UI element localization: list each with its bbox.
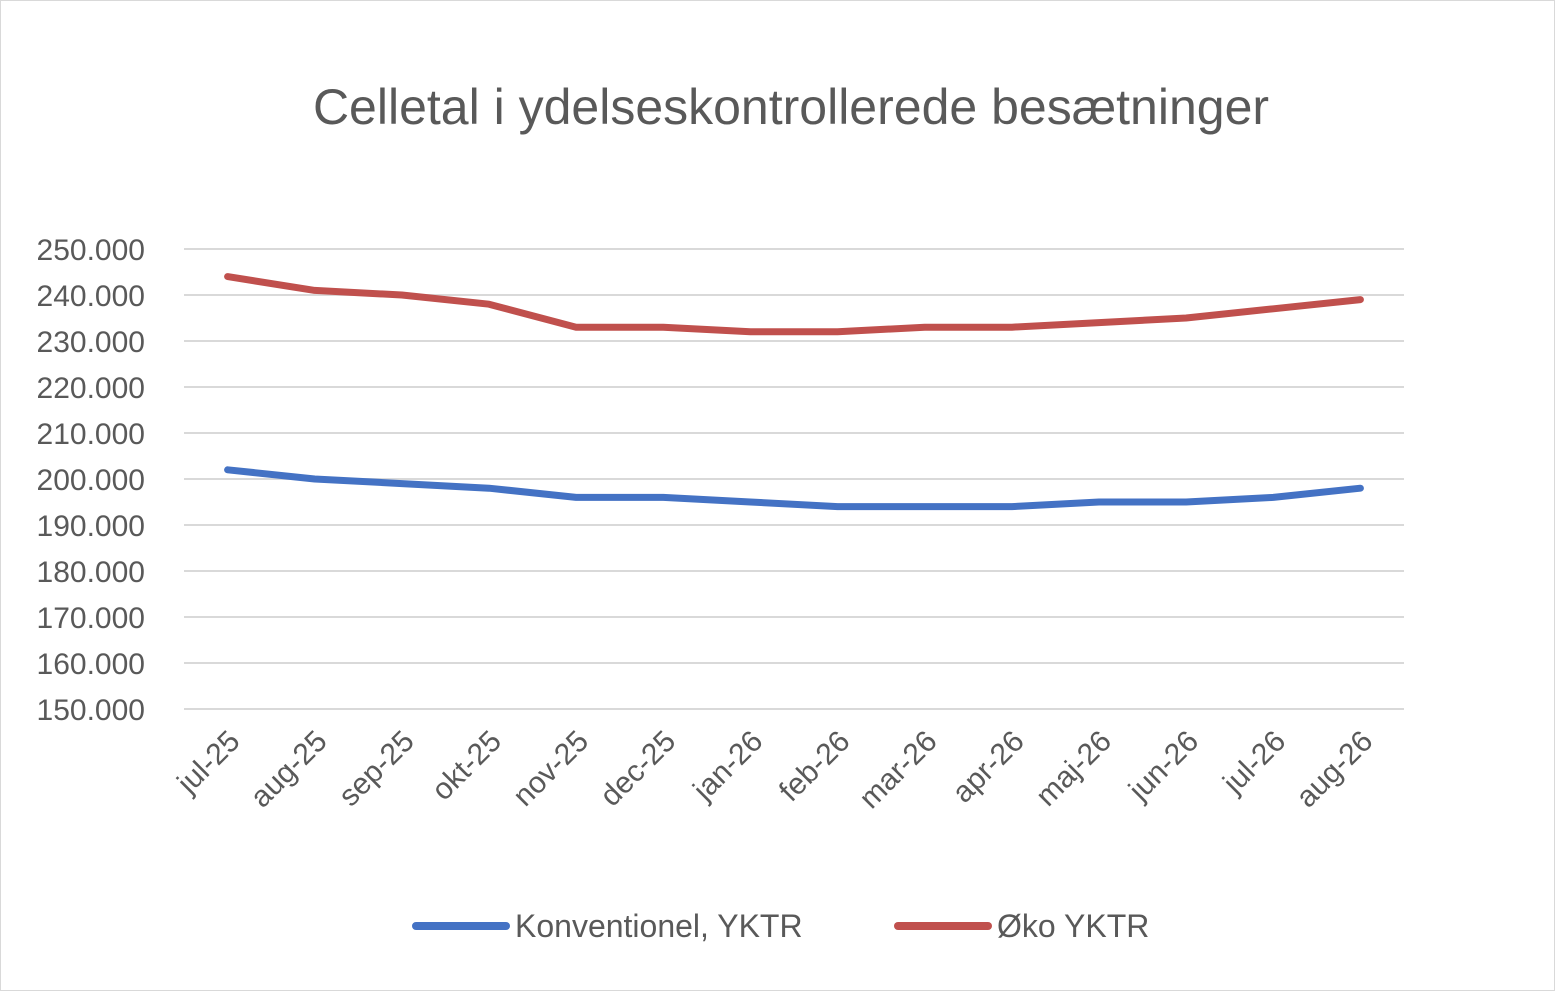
y-tick-label: 210.000: [37, 418, 145, 451]
x-tick-label: dec-25: [594, 725, 682, 813]
x-tick-label: jan-26: [686, 725, 769, 808]
x-tick-label: jun-26: [1122, 725, 1205, 808]
x-tick-label: aug-26: [1290, 725, 1379, 814]
y-tick-label: 170.000: [37, 602, 145, 635]
x-tick-label: maj-26: [1030, 725, 1118, 813]
series-line-1: [224, 273, 1364, 336]
x-tick-label: nov-25: [507, 725, 595, 813]
gridlines: [184, 248, 1404, 710]
x-tick-label: mar-26: [853, 725, 944, 816]
legend: Konventionel, YKTR Øko YKTR: [412, 908, 1149, 944]
x-tick-label: aug-25: [244, 725, 333, 814]
x-tick-label: apr-26: [946, 725, 1031, 810]
x-tick-label: jul-25: [171, 725, 247, 801]
chart-title: Celletal i ydelseskontrollerede besætnin…: [313, 79, 1269, 135]
legend-label-0: Konventionel, YKTR: [515, 908, 803, 944]
y-tick-label: 190.000: [37, 510, 145, 543]
series-line-0: [224, 466, 1364, 511]
y-tick-label: 240.000: [37, 280, 145, 313]
y-tick-label: 160.000: [37, 648, 145, 681]
x-tick-label: feb-26: [773, 725, 856, 808]
y-tick-label: 180.000: [37, 556, 145, 589]
x-tick-label: sep-25: [333, 725, 421, 813]
y-tick-label: 220.000: [37, 372, 145, 405]
y-tick-label: 200.000: [37, 464, 145, 497]
y-tick-label: 250.000: [37, 234, 145, 267]
y-tick-label: 150.000: [37, 694, 145, 727]
y-tick-label: 230.000: [37, 326, 145, 359]
series-lines: [224, 273, 1364, 511]
x-tick-label: jul-26: [1216, 725, 1292, 801]
y-axis-ticks: 150.000 160.000 170.000 180.000 190.000 200.0…: [37, 234, 145, 727]
legend-label-1: Øko YKTR: [997, 908, 1149, 944]
x-tick-label: okt-25: [426, 725, 508, 807]
